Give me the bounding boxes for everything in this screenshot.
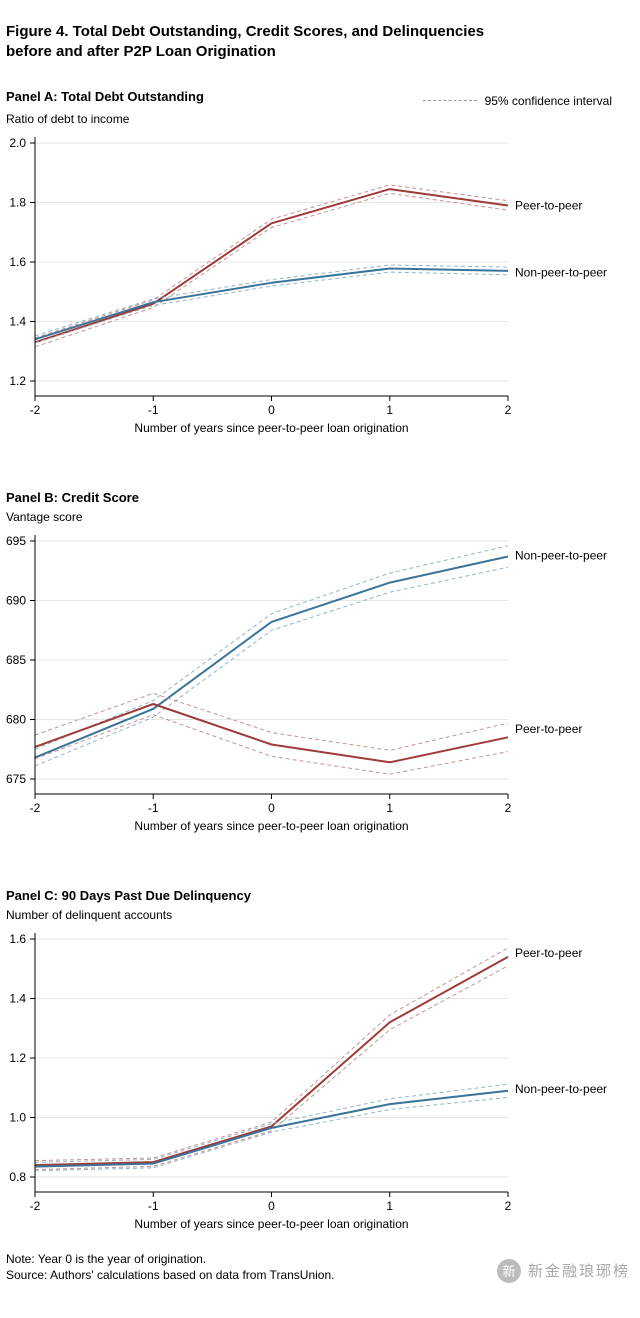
note-line: Note: Year 0 is the year of origination. bbox=[6, 1251, 207, 1266]
figure-footer: Note: Year 0 is the year of origination.… bbox=[0, 1249, 640, 1283]
peer-to-peer-ci-lower bbox=[34, 964, 509, 1170]
y-tick-label: 0.8 bbox=[9, 1170, 26, 1184]
peer-to-peer-line bbox=[34, 955, 509, 1166]
x-tick-label: 2 bbox=[505, 801, 512, 815]
confidence-interval-legend-label: 95% confidence interval bbox=[484, 93, 612, 108]
y-tick-label: 1.8 bbox=[9, 195, 26, 209]
panel-a-title: Panel A: Total Debt Outstanding bbox=[6, 89, 204, 104]
x-tick-label: -1 bbox=[148, 1199, 159, 1213]
panel-b-header: Panel B: Credit Score bbox=[0, 489, 640, 506]
non-peer-to-peer-ci-lower bbox=[34, 1096, 509, 1171]
y-tick-label: 680 bbox=[6, 712, 26, 726]
y-tick-label: 1.4 bbox=[9, 314, 26, 328]
y-tick-label: 695 bbox=[6, 534, 26, 548]
peer-to-peer-line bbox=[34, 187, 509, 343]
figure-page: Figure 4. Total Debt Outstanding, Credit… bbox=[0, 22, 640, 1283]
source-line: Source: Authors' calculations based on d… bbox=[6, 1267, 335, 1282]
figure-notes: Note: Year 0 is the year of origination.… bbox=[6, 1251, 334, 1283]
panel-b-ylabel: Vantage score bbox=[6, 509, 83, 524]
panel-c-ylabel: Number of delinquent accounts bbox=[6, 907, 173, 922]
peer-to-peer-ci-lower bbox=[34, 192, 509, 347]
non-peer-to-peer-ci-lower bbox=[34, 271, 509, 343]
non-peer-to-peer-label: Non-peer-to-peer bbox=[515, 265, 607, 279]
x-tick-label: 1 bbox=[386, 1199, 393, 1213]
non-peer-to-peer-ci-upper bbox=[34, 1083, 509, 1163]
peer-to-peer-ci-lower bbox=[34, 713, 509, 775]
watermark: 新 新金融琅琊榜 bbox=[496, 1258, 630, 1283]
y-tick-label: 1.0 bbox=[9, 1110, 26, 1124]
x-tick-label: -1 bbox=[148, 403, 159, 417]
panel-c-title: Panel C: 90 Days Past Due Delinquency bbox=[6, 887, 251, 903]
panel-a: Panel A: Total Debt Outstanding 95% conf… bbox=[0, 88, 640, 441]
non-peer-to-peer-ci-upper bbox=[34, 263, 509, 336]
non-peer-to-peer-label: Non-peer-to-peer bbox=[515, 1082, 607, 1096]
figure-title-line2: before and after P2P Loan Origination bbox=[6, 43, 276, 60]
figure-title-line1: Figure 4. Total Debt Outstanding, Credit… bbox=[6, 23, 485, 40]
x-tick-label: -1 bbox=[148, 801, 159, 815]
peer-to-peer-label: Peer-to-peer bbox=[515, 198, 582, 212]
x-tick-label: 2 bbox=[505, 403, 512, 417]
peer-to-peer-line bbox=[34, 702, 509, 763]
peer-to-peer-label: Peer-to-peer bbox=[515, 722, 582, 736]
y-tick-label: 1.2 bbox=[9, 374, 26, 388]
panel-c-chart: 1.6 1.4 1.2 1.0 0.8 -2 -1 0 1 2 Number of years si… bbox=[9, 932, 607, 1231]
non-peer-to-peer-ci-lower bbox=[34, 566, 509, 766]
peer-to-peer-ci-upper bbox=[34, 183, 509, 338]
x-tick-label: 0 bbox=[268, 403, 275, 417]
x-tick-label: -2 bbox=[30, 403, 41, 417]
y-tick-label: 1.4 bbox=[9, 991, 26, 1005]
x-tick-label: 0 bbox=[268, 801, 275, 815]
panel-b-chart: 695 690 685 680 675 -2 -1 0 1 2 Number of years si… bbox=[6, 534, 607, 833]
confidence-interval-legend: 95% confidence interval bbox=[422, 93, 612, 108]
y-tick-label: 690 bbox=[6, 593, 26, 607]
non-peer-to-peer-ci-upper bbox=[34, 544, 509, 750]
x-tick-label: 1 bbox=[386, 801, 393, 815]
x-axis-title: Number of years since peer-to-peer loan … bbox=[134, 819, 408, 833]
x-axis-title: Number of years since peer-to-peer loan … bbox=[134, 1217, 408, 1231]
watermark-logo-icon: 新 bbox=[496, 1258, 521, 1283]
peer-to-peer-ci-upper bbox=[34, 946, 509, 1161]
x-tick-label: -2 bbox=[30, 1199, 41, 1213]
peer-to-peer-label: Peer-to-peer bbox=[515, 945, 582, 959]
y-tick-label: 1.2 bbox=[9, 1051, 26, 1065]
panel-b-title: Panel B: Credit Score bbox=[6, 489, 139, 505]
y-tick-label: 1.6 bbox=[9, 255, 26, 269]
x-tick-label: 2 bbox=[505, 1199, 512, 1213]
watermark-text: 新金融琅琊榜 bbox=[527, 1263, 630, 1280]
y-tick-label: 685 bbox=[6, 653, 26, 667]
panel-a-ylabel: Ratio of debt to income bbox=[6, 111, 130, 126]
x-tick-label: -2 bbox=[30, 801, 41, 815]
panel-a-chart: 2.0 1.8 1.6 1.4 1.2 -2 -1 0 1 2 Number of years si… bbox=[9, 136, 607, 435]
panel-c-header: Panel C: 90 Days Past Due Delinquency bbox=[0, 887, 640, 904]
dashed-line-icon bbox=[422, 100, 477, 101]
x-tick-label: 0 bbox=[268, 1199, 275, 1213]
y-tick-label: 1.6 bbox=[9, 932, 26, 946]
x-tick-label: 1 bbox=[386, 403, 393, 417]
y-tick-label: 2.0 bbox=[9, 136, 26, 150]
y-tick-label: 675 bbox=[6, 772, 26, 786]
non-peer-to-peer-label: Non-peer-to-peer bbox=[515, 548, 607, 562]
non-peer-to-peer-line bbox=[34, 555, 509, 759]
panel-b: Panel B: Credit Score Vantage score 695 6… bbox=[0, 489, 640, 839]
x-axis-title: Number of years since peer-to-peer loan … bbox=[134, 421, 408, 435]
non-peer-to-peer-line bbox=[34, 1089, 509, 1168]
panel-a-header: Panel A: Total Debt Outstanding 95% conf… bbox=[0, 88, 640, 108]
figure-title: Figure 4. Total Debt Outstanding, Credit… bbox=[0, 22, 640, 62]
panel-c: Panel C: 90 Days Past Due Delinquency Nu… bbox=[0, 887, 640, 1237]
non-peer-to-peer-line bbox=[34, 267, 509, 340]
